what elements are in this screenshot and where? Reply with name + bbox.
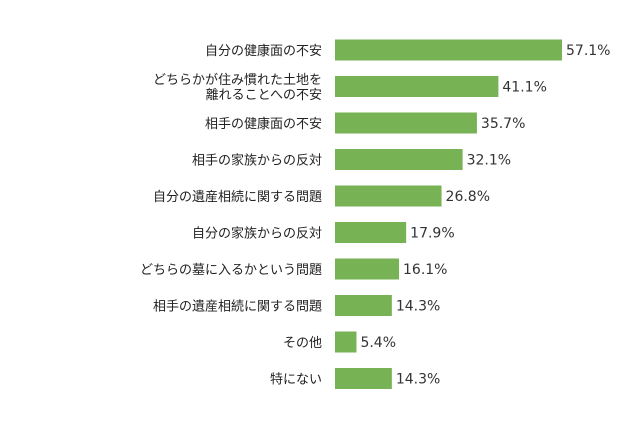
value-label-9: 14.3% — [396, 372, 440, 388]
category-label-line: 自分の家族からの反対 — [192, 226, 322, 242]
category-label-line: 離れることへの不安 — [206, 88, 322, 103]
category-label-line: 相手の家族からの反対 — [192, 153, 322, 169]
bar-1 — [335, 76, 499, 97]
category-label-5: 自分の家族からの反対 — [192, 226, 322, 242]
category-label-9: 特にない — [270, 373, 322, 388]
bar-3 — [335, 149, 463, 170]
value-label-4: 26.8% — [446, 189, 490, 205]
value-label-8: 5.4% — [360, 335, 396, 351]
category-label-line: 特にない — [270, 373, 322, 388]
category-label-line: 自分の健康面の不安 — [205, 43, 322, 59]
bar-0 — [335, 39, 562, 61]
category-label-line: 自分の遺産相続に関する問題 — [153, 189, 322, 205]
bar-7 — [335, 295, 392, 316]
category-label-8: その他 — [283, 336, 322, 351]
category-label-7: 相手の遺産相続に関する問題 — [153, 299, 322, 315]
bars-layer: 57.1% 自分の健康面の不安 41.1% どちらかが住み慣れた土地を離れることへの不… — [140, 39, 610, 389]
category-label-3: 相手の家族からの反対 — [192, 153, 322, 169]
value-label-1: 41.1% — [502, 80, 546, 96]
category-label-2: 相手の健康面の不安 — [205, 116, 322, 132]
value-label-6: 16.1% — [403, 262, 447, 278]
category-label-line: どちらの墓に入るかという問題 — [140, 263, 322, 278]
bar-6 — [335, 258, 400, 280]
category-label-0: 自分の健康面の不安 — [205, 43, 322, 59]
bar-2 — [335, 112, 477, 134]
value-label-5: 17.9% — [410, 226, 454, 242]
category-label-line: 相手の遺産相続に関する問題 — [153, 299, 322, 315]
value-label-7: 14.3% — [396, 299, 440, 315]
value-label-0: 57.1% — [566, 43, 610, 59]
category-label-1: どちらかが住み慣れた土地を離れることへの不安 — [153, 72, 322, 103]
bar-5 — [335, 222, 407, 243]
value-label-2: 35.7% — [481, 116, 525, 132]
bar-8 — [335, 331, 357, 353]
bar-4 — [335, 185, 442, 207]
category-label-line: どちらかが住み慣れた土地を — [153, 72, 322, 88]
category-label-4: 自分の遺産相続に関する問題 — [153, 189, 322, 205]
category-label-line: その他 — [283, 336, 322, 351]
category-label-line: 相手の健康面の不安 — [205, 116, 322, 132]
value-label-3: 32.1% — [467, 153, 511, 169]
category-label-6: どちらの墓に入るかという問題 — [140, 263, 322, 278]
bar-9 — [335, 368, 392, 389]
